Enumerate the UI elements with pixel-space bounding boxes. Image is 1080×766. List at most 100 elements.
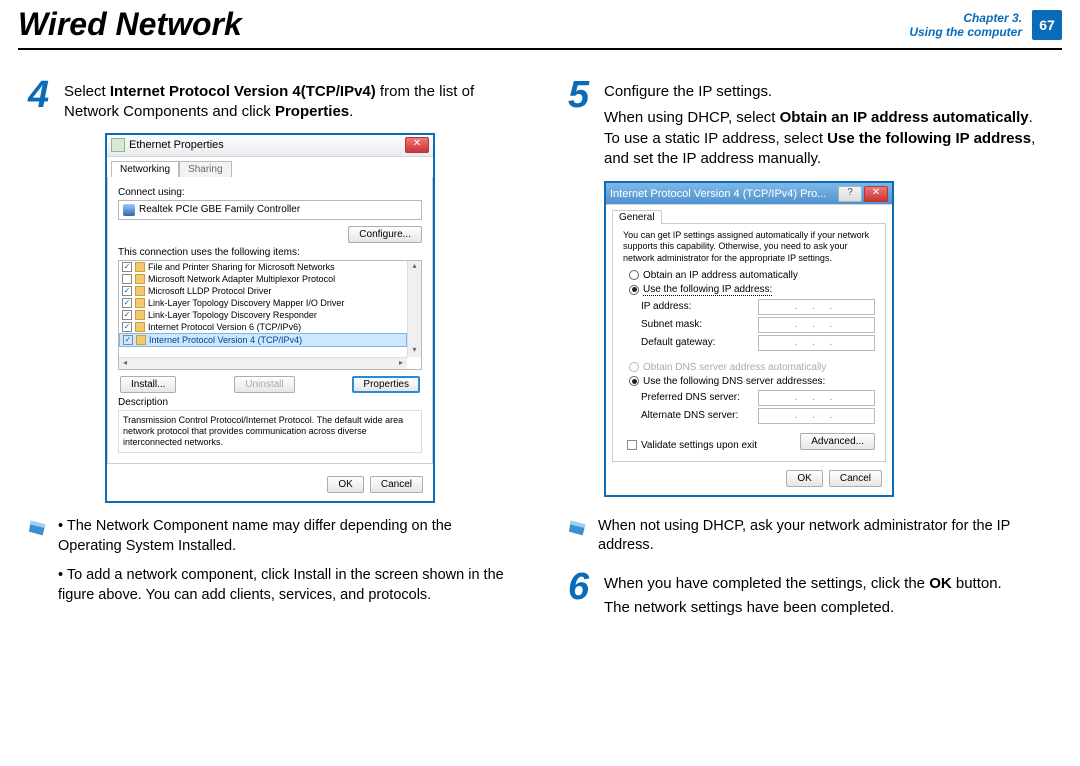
note-body: The Network Component name may differ de…: [58, 517, 512, 615]
text: .: [349, 103, 353, 120]
alternate-dns-input[interactable]: . . .: [758, 408, 875, 424]
description-label: Description: [118, 397, 422, 408]
list-item[interactable]: ✓ Microsoft LLDP Protocol Driver: [119, 285, 407, 297]
dialog-title: Ethernet Properties: [129, 139, 224, 151]
scrollbar-vertical[interactable]: ▴▾: [407, 261, 421, 357]
nic-name: Realtek PCIe GBE Family Controller: [139, 204, 300, 215]
protocol-icon: [135, 286, 145, 296]
help-button[interactable]: ?: [838, 186, 862, 202]
ok-button[interactable]: OK: [786, 470, 822, 487]
step-6: 6 When you have completed the settings, …: [568, 570, 1052, 619]
right-column: 5 Configure the IP settings. When using …: [540, 70, 1080, 766]
step-5: 5 Configure the IP settings. When using …: [568, 78, 1052, 169]
page-number-badge: 67: [1032, 10, 1062, 40]
note-bullet-2: To add a network component, click Instal…: [58, 566, 512, 605]
checkbox-icon[interactable]: ✓: [122, 310, 132, 320]
tab-sharing[interactable]: Sharing: [179, 161, 231, 177]
window-icon: [111, 138, 125, 152]
step-6-text: When you have completed the settings, cl…: [604, 570, 1002, 619]
checkbox-label: Validate settings upon exit: [641, 440, 757, 451]
nic-dropdown[interactable]: Realtek PCIe GBE Family Controller: [118, 200, 422, 220]
list-item[interactable]: ✓ Link-Layer Topology Discovery Mapper I/…: [119, 297, 407, 309]
install-button[interactable]: Install...: [120, 376, 176, 393]
ethernet-properties-figure: Ethernet Properties ✕ Networking Sharing…: [105, 133, 435, 504]
alternate-dns-label: Alternate DNS server:: [641, 410, 758, 421]
ip-address-label: IP address:: [641, 301, 758, 312]
text-bold: OK: [929, 575, 952, 592]
note-icon: [28, 517, 50, 615]
list-item[interactable]: ✓ Internet Protocol Version 4 (TCP/IPv4): [119, 333, 407, 347]
checkbox-icon[interactable]: ✓: [122, 286, 132, 296]
preferred-dns-label: Preferred DNS server:: [641, 392, 758, 403]
text: When you have completed the settings, cl…: [604, 575, 929, 592]
checkbox-icon: [627, 440, 637, 450]
radio-obtain-dns-auto[interactable]: Obtain DNS server address automatically: [629, 362, 875, 373]
step-5-text: Configure the IP settings. When using DH…: [604, 78, 1052, 169]
dialog-body: Connect using: Realtek PCIe GBE Family C…: [107, 177, 433, 465]
list-item-label: Link-Layer Topology Discovery Mapper I/O…: [148, 298, 344, 308]
list-item-label: Internet Protocol Version 4 (TCP/IPv4): [149, 335, 302, 345]
chapter-line-1: Chapter 3.: [909, 11, 1022, 25]
uninstall-button[interactable]: Uninstall: [234, 376, 294, 393]
list-item[interactable]: ✓ Link-Layer Topology Discovery Responder: [119, 309, 407, 321]
page-title: Wired Network: [18, 6, 242, 43]
radio-obtain-ip-auto[interactable]: Obtain an IP address automatically: [629, 270, 875, 281]
subnet-mask-input[interactable]: . . .: [758, 317, 875, 333]
header-right: Chapter 3. Using the computer 67: [909, 10, 1062, 40]
radio-label: Use the following IP address:: [643, 284, 772, 296]
text: Select: [64, 83, 110, 100]
radio-icon: [629, 362, 639, 372]
cancel-button[interactable]: Cancel: [370, 476, 423, 493]
connect-using-label: Connect using:: [118, 187, 422, 198]
ip-address-input[interactable]: . . .: [758, 299, 875, 315]
step-4-text: Select Internet Protocol Version 4(TCP/I…: [64, 78, 512, 123]
components-listbox[interactable]: ✓File and Printer Sharing for Microsoft …: [118, 260, 422, 370]
radio-label: Obtain DNS server address automatically: [643, 362, 826, 373]
close-button[interactable]: ✕: [864, 186, 888, 202]
step-5-number: 5: [568, 78, 596, 169]
step-4-number: 4: [28, 78, 56, 123]
checkbox-icon[interactable]: ✓: [122, 298, 132, 308]
default-gateway-label: Default gateway:: [641, 337, 758, 348]
list-item[interactable]: ✓File and Printer Sharing for Microsoft …: [119, 261, 407, 273]
radio-icon: [629, 270, 639, 280]
close-button[interactable]: ✕: [405, 137, 429, 153]
list-item[interactable]: Microsoft Network Adapter Multiplexor Pr…: [119, 273, 407, 285]
step-4: 4 Select Internet Protocol Version 4(TCP…: [28, 78, 512, 123]
nic-icon: [123, 204, 135, 216]
ipv4-properties-dialog: Internet Protocol Version 4 (TCP/IPv4) P…: [604, 181, 894, 497]
dialog-titlebar: Internet Protocol Version 4 (TCP/IPv4) P…: [606, 183, 892, 205]
ok-button[interactable]: OK: [327, 476, 363, 493]
checkbox-icon[interactable]: ✓: [122, 262, 132, 272]
cancel-button[interactable]: Cancel: [829, 470, 882, 487]
protocol-icon: [136, 335, 146, 345]
text: When using DHCP, select: [604, 109, 780, 126]
validate-checkbox-row[interactable]: Validate settings upon exit: [627, 440, 757, 451]
tab-general[interactable]: General: [612, 210, 662, 224]
list-item-label: Link-Layer Topology Discovery Responder: [148, 310, 317, 320]
tab-networking[interactable]: Networking: [111, 161, 179, 177]
note-bullet-1: The Network Component name may differ de…: [58, 517, 512, 556]
properties-button[interactable]: Properties: [352, 376, 420, 393]
text: When using DHCP, select Obtain an IP add…: [604, 108, 1052, 169]
ipv4-properties-figure: Internet Protocol Version 4 (TCP/IPv4) P…: [604, 181, 894, 497]
step-6-number: 6: [568, 570, 596, 619]
checkbox-icon[interactable]: ✓: [123, 335, 133, 345]
radio-label: Obtain an IP address automatically: [643, 270, 798, 281]
configure-button[interactable]: Configure...: [348, 226, 422, 243]
radio-use-following-dns[interactable]: Use the following DNS server addresses:: [629, 376, 875, 387]
list-item-label: Microsoft LLDP Protocol Driver: [148, 286, 271, 296]
list-item[interactable]: ✓Internet Protocol Version 6 (TCP/IPv6): [119, 321, 407, 333]
scrollbar-horizontal[interactable]: ◂▸: [119, 357, 407, 369]
text: The network settings have been completed…: [604, 598, 1002, 618]
checkbox-icon[interactable]: [122, 274, 132, 284]
text-bold: Use the following IP address: [827, 130, 1031, 147]
advanced-button[interactable]: Advanced...: [800, 433, 875, 450]
checkbox-icon[interactable]: ✓: [122, 322, 132, 332]
note-left: The Network Component name may differ de…: [28, 517, 512, 615]
dialog-title: Internet Protocol Version 4 (TCP/IPv4) P…: [610, 188, 826, 200]
info-text: You can get IP settings assigned automat…: [623, 230, 875, 264]
default-gateway-input[interactable]: . . .: [758, 335, 875, 351]
radio-use-following-ip[interactable]: Use the following IP address:: [629, 284, 875, 296]
preferred-dns-input[interactable]: . . .: [758, 390, 875, 406]
